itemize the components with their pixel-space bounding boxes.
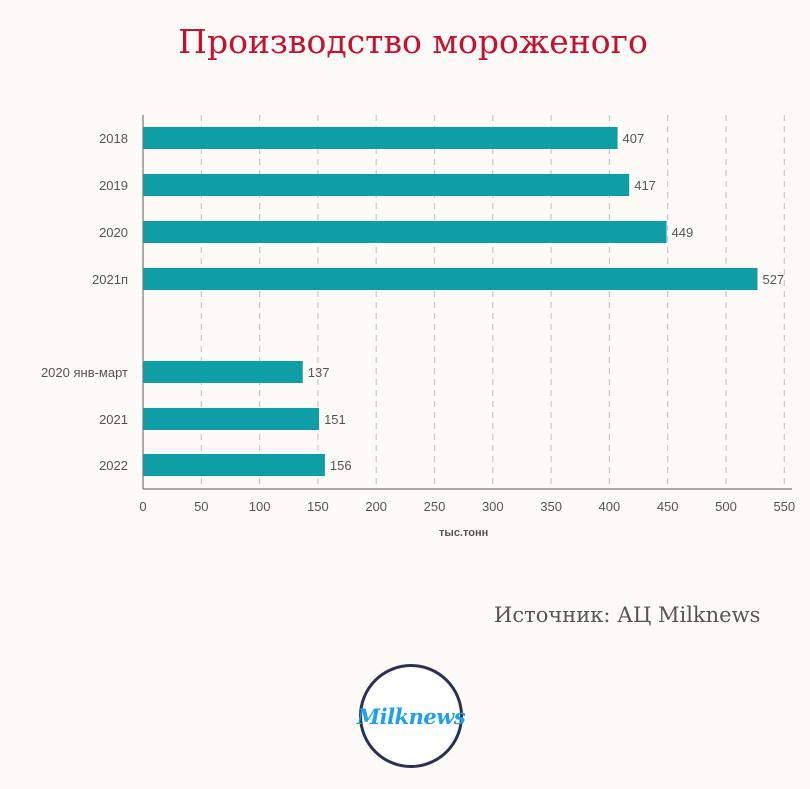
source-note: Источник: АЦ Milknews — [494, 603, 761, 627]
x-tick-label: 400 — [599, 499, 621, 514]
x-tick-label: 0 — [139, 499, 146, 514]
bar — [143, 454, 325, 476]
x-tick-label: 300 — [482, 499, 504, 514]
category-label: 2020 янв-март — [41, 365, 128, 380]
bar — [143, 268, 758, 290]
value-label: 156 — [330, 458, 352, 473]
x-tick-label: 50 — [194, 499, 208, 514]
value-label: 417 — [634, 178, 656, 193]
x-tick-label: 200 — [365, 499, 387, 514]
category-label: 2019 — [99, 178, 128, 193]
x-tick-label: 350 — [540, 499, 562, 514]
milknews-logo: Milknews — [356, 664, 466, 768]
x-tick-label: 250 — [424, 499, 446, 514]
x-tick-label: 150 — [307, 499, 329, 514]
bar — [143, 174, 630, 196]
category-label: 2020 — [99, 225, 128, 240]
bar — [143, 408, 320, 430]
category-label: 2022 — [99, 458, 128, 473]
bar — [143, 361, 303, 383]
value-label: 449 — [672, 225, 694, 240]
x-tick-label: 450 — [657, 499, 679, 514]
x-axis-title: тыс.тонн — [439, 527, 488, 539]
value-label: 527 — [762, 272, 784, 287]
bars: 407 417 449 527 137 151 156 — [143, 127, 784, 476]
x-tick-label: 100 — [249, 499, 271, 514]
category-label: 2021п — [92, 272, 128, 287]
axes: 0 50 100 150 200 250 300 350 400 450 500 550 2018 201… — [41, 115, 795, 514]
grid-lines — [200, 115, 785, 489]
x-tick-label: 500 — [715, 499, 737, 514]
x-tick-label: 550 — [773, 499, 795, 514]
bar — [143, 127, 618, 149]
logo-text: Milknews — [356, 703, 466, 729]
value-label: 137 — [308, 365, 330, 380]
bar-chart: 407 417 449 527 137 151 156 0 50 100 150 200 250 300… — [41, 115, 795, 539]
chart-title: Производство мороженого — [178, 22, 648, 61]
category-label: 2018 — [99, 131, 128, 146]
value-label: 151 — [324, 412, 346, 427]
category-label: 2021 — [99, 412, 128, 427]
bar — [143, 221, 667, 243]
value-label: 407 — [623, 131, 645, 146]
